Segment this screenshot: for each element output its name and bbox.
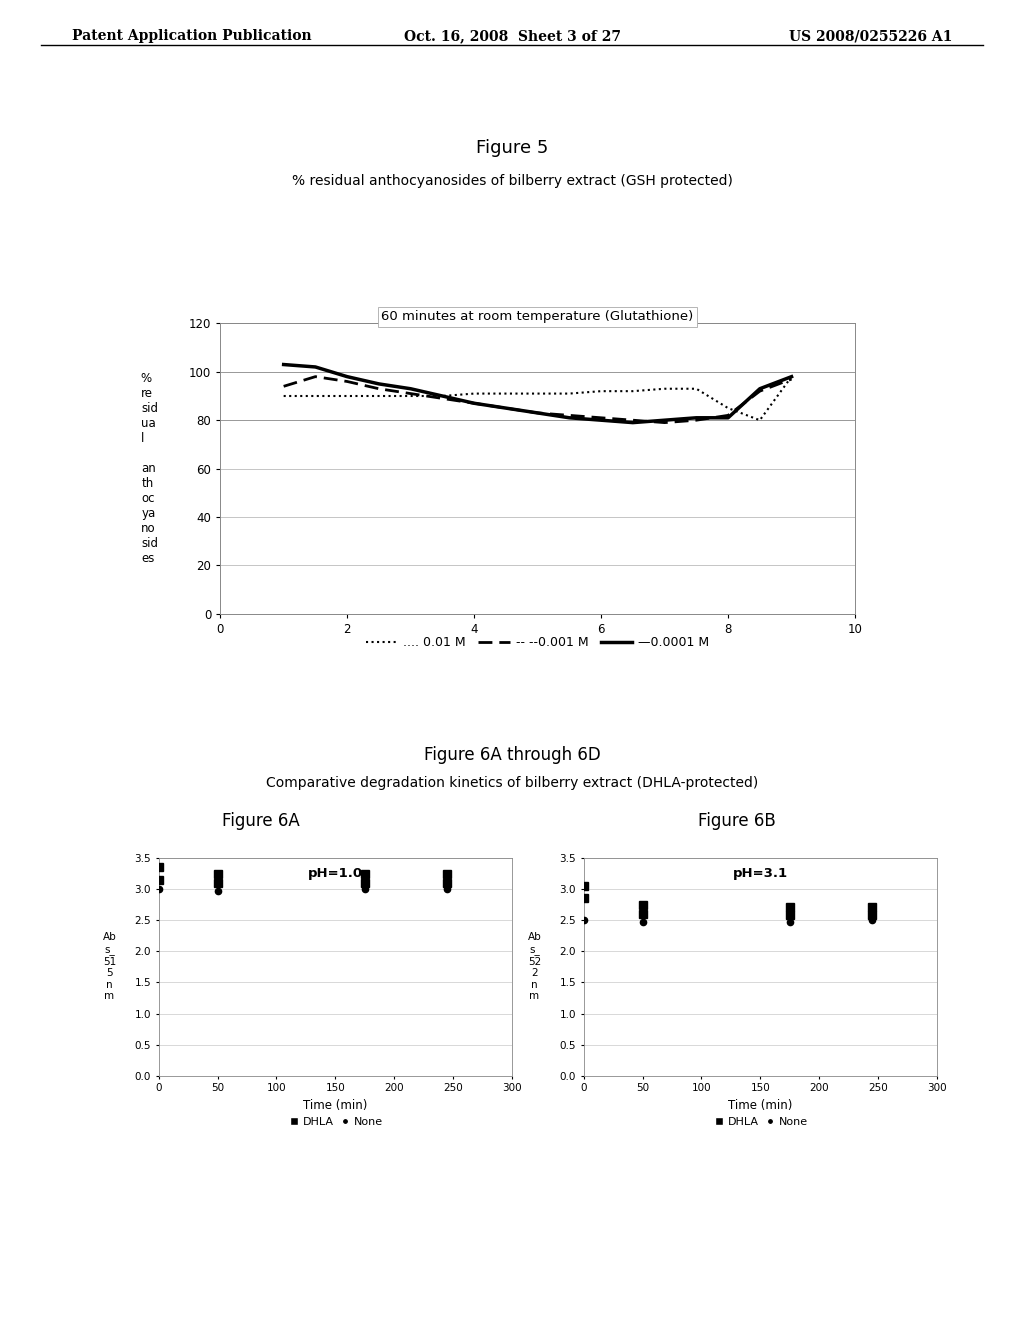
Text: Figure 6A: Figure 6A [222,812,300,830]
Y-axis label: % 
re
sid
ua
l

an
th
oc
ya
no
sid
es: % re sid ua l an th oc ya no sid es [141,372,159,565]
X-axis label: Time (min): Time (min) [728,1100,793,1111]
Text: Oct. 16, 2008  Sheet 3 of 27: Oct. 16, 2008 Sheet 3 of 27 [403,29,621,44]
Text: % residual anthocyanosides of bilberry extract (GSH protected): % residual anthocyanosides of bilberry e… [292,174,732,189]
Text: Figure 6A through 6D: Figure 6A through 6D [424,746,600,764]
X-axis label: Time (min): Time (min) [303,1100,368,1111]
Text: pH=1.0: pH=1.0 [308,867,362,879]
Text: Figure 6B: Figure 6B [698,812,776,830]
Legend: DHLA, None: DHLA, None [284,1113,387,1131]
Text: Figure 5: Figure 5 [476,139,548,157]
Y-axis label: Ab
s_
51
5
n
m: Ab s_ 51 5 n m [102,932,117,1002]
Legend: .... 0.01 M, -- --0.001 M, —0.0001 M: .... 0.01 M, -- --0.001 M, —0.0001 M [360,631,715,653]
Text: US 2008/0255226 A1: US 2008/0255226 A1 [788,29,952,44]
Text: 60 minutes at room temperature (Glutathione): 60 minutes at room temperature (Glutathi… [382,310,693,323]
Y-axis label: Ab
s_
52
2
n
m: Ab s_ 52 2 n m [527,932,542,1002]
Text: pH=3.1: pH=3.1 [733,867,787,879]
Text: Patent Application Publication: Patent Application Publication [72,29,311,44]
Legend: DHLA, None: DHLA, None [709,1113,812,1131]
Text: Comparative degradation kinetics of bilberry extract (DHLA-protected): Comparative degradation kinetics of bilb… [266,776,758,791]
